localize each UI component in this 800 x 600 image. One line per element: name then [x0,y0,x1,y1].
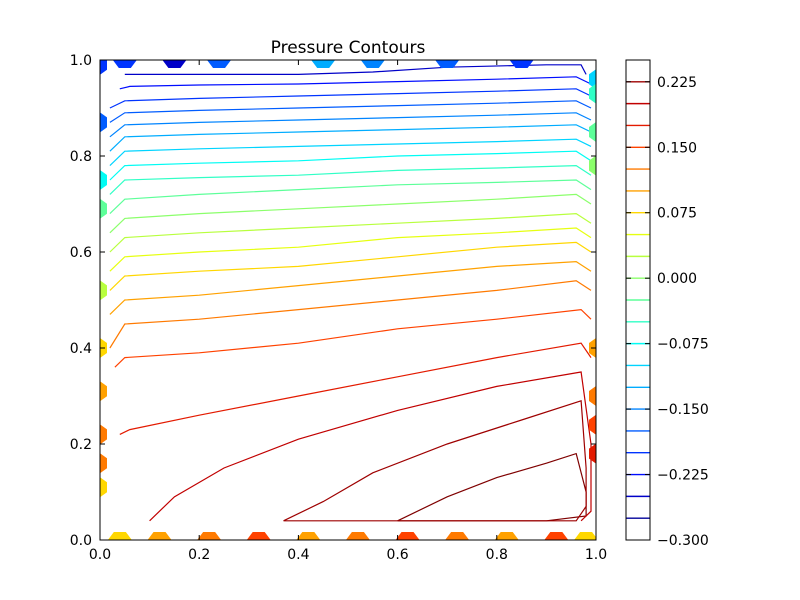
contour-line-15 [109,124,592,152]
contour-line-17 [109,100,592,123]
plot-frame [99,59,597,541]
contour-line-1 [283,399,587,522]
edge-marker-27 [197,532,222,540]
contour-line-12 [109,164,592,195]
contour-line-2 [149,371,592,522]
colorbar-tick-label-5: −0.150 [657,402,709,418]
x-axis: 0.0 0.2 0.4 0.6 0.8 1.0 [89,60,607,563]
edge-marker-15 [100,280,107,301]
contour-line-11 [109,179,592,215]
edge-marker-11 [589,69,596,90]
contour-line-4 [114,308,592,368]
x-tick-label-4: 0.8 [486,547,508,563]
colorbar-tick-label-7: −0.300 [657,533,709,549]
colorbar-frame [625,59,651,541]
edge-marker-14 [589,155,596,176]
colorbar-tick-label-1: 0.150 [657,140,697,156]
contour-line-10 [109,193,592,234]
x-tick-label-0: 0.0 [89,547,111,563]
y-tick-label-0: 0.0 [70,533,92,549]
colorbar-tick-label-6: −0.225 [657,468,709,484]
edge-marker-21 [589,414,596,435]
colorbar-tick-label-4: −0.075 [657,337,709,353]
edge-marker-30 [345,532,370,540]
edge-marker-10 [100,198,107,219]
x-tick-label-3: 0.6 [386,547,408,563]
x-tick-label-2: 0.4 [287,547,309,563]
edge-marker-24 [100,477,107,498]
plot-area [99,59,597,541]
edge-marker-2 [207,60,232,68]
edge-marker-33 [494,532,519,540]
colorbar-tick-label-0: 0.225 [657,75,697,91]
colorbar: 0.225 0.150 0.075 0.000 −0.075 −0.150 −0.225 −0… [625,59,709,549]
edge-marker-34 [544,532,569,540]
edge-marker-32 [445,532,470,540]
edge-marker-13 [589,122,596,142]
contour-line-5 [109,280,592,349]
contour-line-18 [109,88,592,109]
chart-title: Pressure Contours [271,38,426,58]
edge-marker-4 [360,60,385,68]
y-tick-label-4: 0.8 [70,149,92,165]
edge-marker-0 [112,60,137,68]
contour-line-16 [109,112,592,138]
y-tick-label-2: 0.4 [70,341,92,357]
edge-marker-1 [162,60,187,68]
y-axis: 0.0 0.2 0.4 0.6 0.8 1.0 [70,53,596,549]
edge-marker-29 [296,532,321,540]
y-tick-label-5: 1.0 [70,53,92,69]
edge-marker-25 [107,532,132,540]
contour-line-20 [124,64,587,75]
contour-line-6 [109,260,592,315]
y-tick-label-3: 0.6 [70,245,92,261]
edge-marker-9 [100,170,107,190]
contour-line-14 [109,138,592,167]
colorbar-tick-label-3: 0.000 [657,271,697,287]
edge-marker-20 [589,386,596,406]
contour-line-8 [109,227,592,272]
x-tick-label-5: 1.0 [585,547,607,563]
edge-marker-26 [147,532,172,540]
contour-line-19 [119,76,592,90]
contour-layer [100,60,596,540]
edge-marker-35 [574,532,596,540]
colorbar-tick-label-2: 0.075 [657,206,697,222]
edge-marker-23 [100,453,107,474]
contour-line-0 [397,452,587,522]
x-tick-label-1: 0.2 [188,547,210,563]
contour-line-3 [119,342,592,435]
edge-marker-31 [395,532,420,540]
edge-marker-5 [435,60,460,68]
edge-marker-12 [589,83,596,104]
edge-marker-22 [589,443,596,464]
contour-line-9 [109,212,592,253]
edge-marker-3 [311,60,336,68]
edge-marker-18 [100,424,107,445]
edge-marker-28 [246,532,271,540]
edge-marker-7 [100,60,107,75]
edge-marker-17 [100,381,107,402]
edge-marker-8 [100,112,107,133]
contour-line-7 [109,241,592,291]
contour-line-13 [109,150,592,181]
edge-marker-6 [509,60,534,68]
y-tick-label-1: 0.2 [70,437,92,453]
